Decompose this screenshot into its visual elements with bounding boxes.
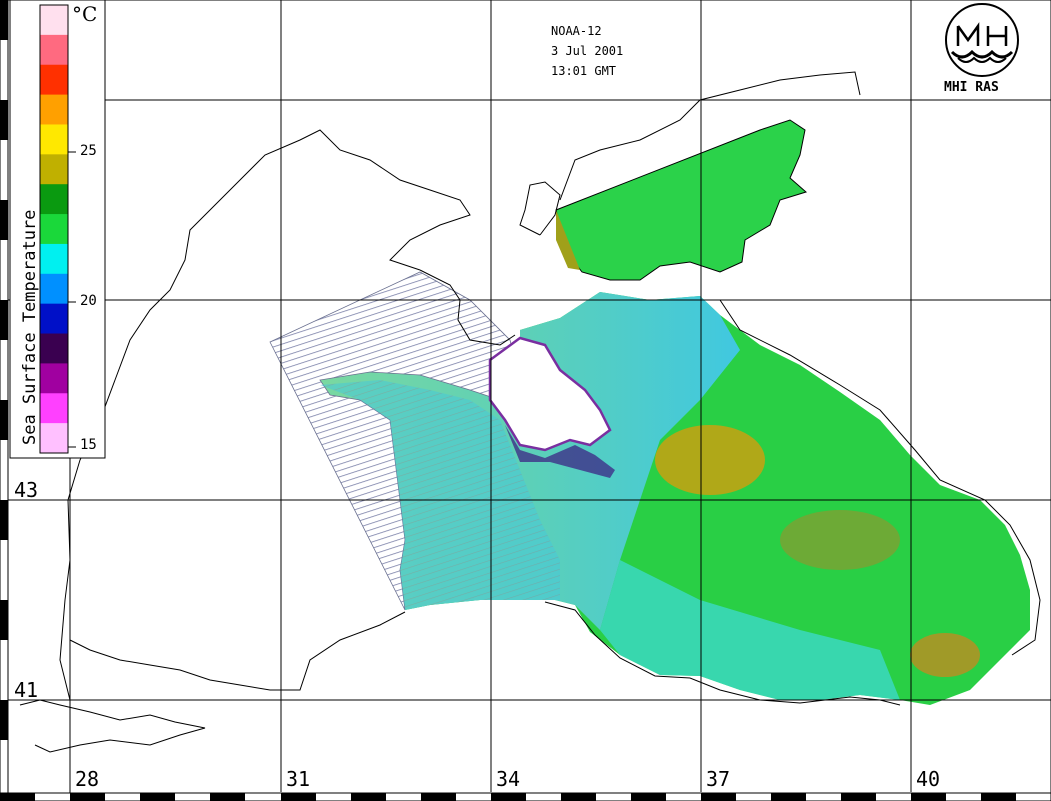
coastline-caucasus <box>719 299 1041 656</box>
black-sea-sst-area <box>320 292 1030 705</box>
colorbar-band <box>40 184 68 215</box>
colorbar-band <box>40 34 68 66</box>
date-label: 3 Jul 2001 <box>551 44 624 58</box>
colorbar-band <box>40 5 68 36</box>
colorbar-band <box>40 64 68 96</box>
lat-label-41: 41 <box>14 678 39 702</box>
azov-sst-area <box>555 119 808 281</box>
colorbar-band <box>40 273 68 305</box>
satellite-label: NOAA-12 <box>551 24 602 38</box>
colorbar-band <box>40 214 68 245</box>
time-label: 13:01 GMT <box>551 64 617 78</box>
colorbar-band <box>40 124 68 155</box>
colorbar-tick-25: 25 <box>80 143 97 159</box>
eastern-coastal-cool <box>600 560 900 700</box>
colorbar-band <box>40 94 68 125</box>
mhi-logo-icon <box>945 3 1019 77</box>
colorbar-band <box>40 423 68 454</box>
colorbar-band <box>40 243 68 275</box>
colorbar-tick-20: 20 <box>80 293 97 309</box>
coastline-west <box>59 129 471 800</box>
warm-eddy-center <box>655 425 765 495</box>
cloud-edge-dark <box>505 425 615 478</box>
colorbar-band <box>40 154 68 185</box>
lon-label-37: 37 <box>706 767 731 791</box>
colorbar-tick-15: 15 <box>80 437 97 453</box>
warm-patch-south <box>910 633 980 677</box>
coastline-marmara <box>19 699 206 753</box>
colorbar-band <box>40 363 68 394</box>
colorbar-gradient <box>40 5 68 454</box>
logo-text: MHI RAS <box>944 80 999 95</box>
colorbar-title: Sea Surface Temperature <box>20 209 40 445</box>
striped-shelf-water <box>320 380 560 610</box>
colorbar-band <box>40 333 68 364</box>
azov-warm-patch <box>556 210 580 270</box>
lon-label-34: 34 <box>496 767 521 791</box>
lon-label-31: 31 <box>286 767 311 791</box>
warm-patch-east <box>780 510 900 570</box>
colorbar-unit: °C <box>72 2 98 26</box>
lon-label-28: 28 <box>75 767 100 791</box>
colorbar-band <box>40 303 68 335</box>
colorbar-band <box>40 393 68 424</box>
lat-label-43: 43 <box>14 478 39 502</box>
lon-label-40: 40 <box>916 767 941 791</box>
cloud-patch <box>488 336 612 452</box>
coastline-anatolia <box>69 601 901 706</box>
